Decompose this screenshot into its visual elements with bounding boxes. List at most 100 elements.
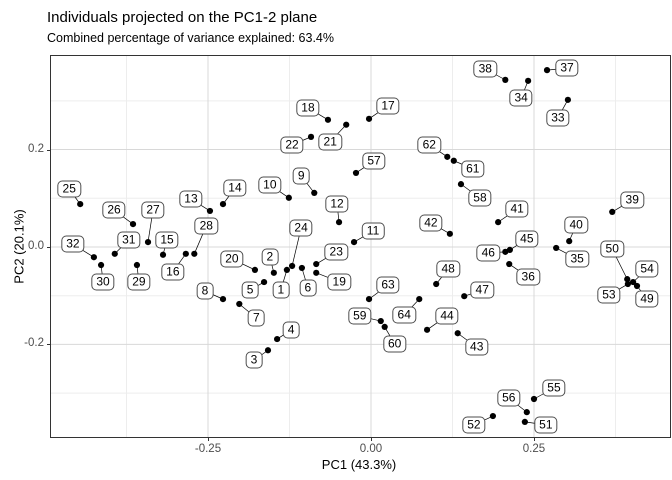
point-label: 43 (465, 338, 489, 356)
point-label: 60 (383, 335, 407, 353)
data-point (289, 262, 296, 270)
data-point (343, 121, 350, 128)
y-tick-label: 0.0 (28, 239, 44, 252)
data-point (446, 230, 453, 237)
data-point (423, 326, 431, 333)
x-tick-label: -0.25 (194, 443, 222, 455)
point-label: 42 (419, 214, 443, 232)
data-point (609, 208, 616, 216)
x-tick-label: 0.25 (522, 443, 546, 455)
point-label: 4 (282, 321, 300, 339)
data-point (236, 300, 243, 308)
y-tick-mark (47, 149, 50, 151)
data-point (433, 280, 440, 288)
point-label: 35 (565, 250, 589, 268)
point-label: 2 (261, 248, 279, 266)
point-label: 44 (435, 307, 459, 325)
y-axis-title: PC2 (20.1%) (11, 209, 27, 284)
data-point (633, 282, 641, 290)
data-point (352, 169, 360, 177)
point-label: 41 (505, 200, 529, 218)
data-point (307, 133, 315, 140)
data-point (454, 330, 461, 337)
point-label: 30 (91, 273, 115, 291)
point-label: 15 (155, 231, 179, 249)
data-point (624, 276, 631, 283)
point-label: 21 (318, 133, 342, 151)
point-label: 54 (635, 260, 659, 278)
point-label: 37 (555, 59, 579, 77)
point-label: 64 (392, 306, 416, 324)
data-point (365, 115, 373, 122)
point-label: 7 (247, 309, 265, 327)
data-point (206, 207, 214, 215)
x-tick-mark (370, 438, 372, 441)
data-point (182, 250, 189, 257)
y-tick-mark (47, 246, 50, 248)
chart-title: Individuals projected on the PC1-2 plane (47, 9, 318, 26)
point-label: 61 (461, 160, 485, 178)
point-label: 18 (296, 99, 320, 117)
data-point (283, 266, 290, 273)
point-label: 17 (376, 97, 400, 115)
point-label: 58 (468, 189, 492, 207)
data-point (350, 239, 358, 246)
data-point (260, 278, 268, 286)
data-point (219, 296, 227, 303)
point-label: 34 (509, 89, 533, 107)
data-point (444, 153, 451, 160)
point-label: 56 (497, 389, 521, 407)
data-point (521, 418, 528, 425)
point-label: 16 (161, 263, 185, 281)
data-point (457, 181, 465, 188)
point-label: 27 (141, 201, 165, 219)
point-label: 24 (289, 219, 313, 237)
point-label: 14 (223, 179, 247, 197)
data-point (523, 409, 530, 416)
point-label: 32 (61, 235, 85, 253)
data-point (495, 219, 502, 226)
plot-panel: 1 2 3 4 5 6 7 8 9 10 11 12 13 14 15 16 17 18 19 20 21 22 23 24 2… (50, 55, 671, 438)
point-label: 10 (258, 176, 282, 194)
point-label: 52 (462, 416, 486, 434)
point-label: 39 (620, 191, 644, 209)
y-tick-label: -0.2 (24, 337, 44, 350)
data-point (311, 189, 318, 197)
data-point (502, 76, 509, 83)
data-point (629, 278, 637, 286)
point-label: 46 (476, 244, 500, 262)
data-point (450, 157, 457, 164)
data-point (133, 261, 141, 269)
data-point (274, 335, 281, 343)
data-point (543, 67, 551, 74)
data-point (525, 77, 532, 84)
point-label: 48 (436, 260, 460, 278)
data-point (251, 266, 259, 273)
data-point (285, 194, 292, 201)
point-label: 47 (470, 281, 494, 299)
data-point (624, 280, 631, 288)
point-label: 51 (534, 416, 558, 434)
point-label: 1 (272, 281, 290, 299)
point-label: 20 (220, 250, 244, 268)
point-label: 57 (362, 152, 386, 170)
point-label: 33 (546, 109, 570, 127)
data-point (97, 261, 105, 269)
point-label: 3 (245, 351, 263, 369)
data-point (144, 239, 152, 246)
x-axis-title: PC1 (43.3%) (321, 457, 397, 472)
point-label: 12 (325, 195, 349, 213)
data-point (159, 251, 167, 258)
y-tick-label: 0.2 (28, 142, 44, 155)
x-tick-mark (533, 438, 535, 441)
x-tick-mark (207, 438, 209, 441)
point-label: 31 (117, 231, 141, 249)
point-label: 36 (516, 268, 540, 286)
chart-subtitle: Combined percentage of variance explaine… (47, 31, 334, 45)
data-point (219, 201, 227, 208)
data-point (313, 269, 320, 276)
point-label: 26 (102, 201, 126, 219)
data-point (377, 317, 384, 325)
point-label: 53 (597, 286, 621, 304)
